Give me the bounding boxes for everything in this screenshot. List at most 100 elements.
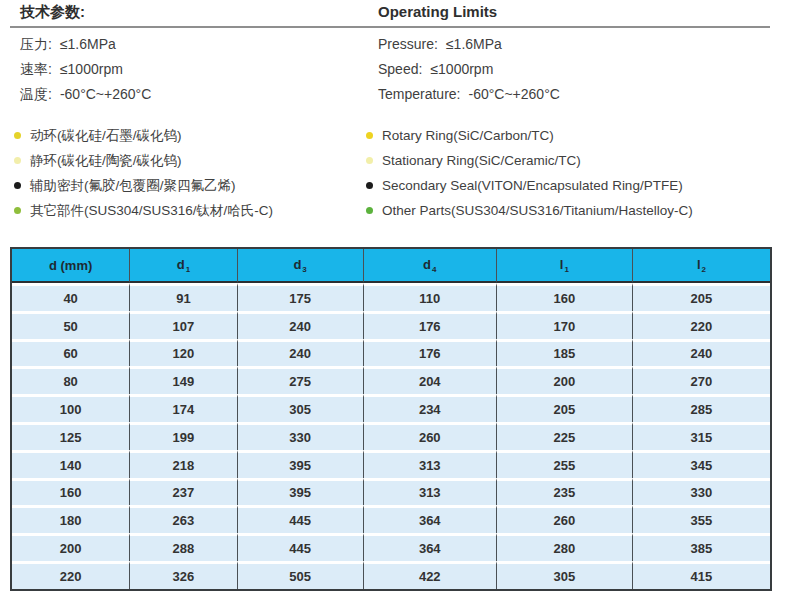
- material-item: 静环(碳化硅/陶瓷/碳化钨): [14, 148, 273, 173]
- materials-list-cn: 动环(碳化硅/石墨/碳化钨) 静环(碳化硅/陶瓷/碳化钨) 辅助密封(氟胶/包覆圈/…: [14, 123, 273, 223]
- table-cell: 140: [12, 450, 129, 478]
- table-cell: 200: [496, 366, 632, 394]
- table-row: 220326505422305415: [12, 561, 770, 589]
- table-row: 140218395313255345: [12, 450, 770, 478]
- table-cell: 385: [632, 533, 770, 561]
- table-cell: 395: [237, 450, 363, 478]
- spec-temperature-en: Temperature: -60°C~+260°C: [378, 82, 560, 107]
- bullet-dot-icon: [14, 157, 21, 164]
- table-cell: 170: [496, 311, 632, 339]
- table-cell: 415: [632, 561, 770, 589]
- spec-label: 压力:: [20, 36, 52, 52]
- spec-label: Pressure:: [378, 36, 438, 52]
- table-cell: 235: [496, 478, 632, 506]
- material-item: 动环(碳化硅/石墨/碳化钨): [14, 123, 273, 148]
- material-item: Other Parts(SUS304/SUS316/Titanium/Haste…: [366, 198, 693, 223]
- table-cell: 234: [363, 394, 496, 422]
- table-cell: 330: [632, 478, 770, 506]
- table-cell: 345: [632, 450, 770, 478]
- table-cell: 255: [496, 450, 632, 478]
- material-item: 辅助密封(氟胶/包覆圈/聚四氟乙烯): [14, 173, 273, 198]
- page-title-en: Operating Limits: [378, 3, 497, 20]
- table-cell: 505: [237, 561, 363, 589]
- column-header: l1: [496, 249, 632, 283]
- table-row: 80149275204200270: [12, 366, 770, 394]
- spec-value: -60°C~+260°C: [60, 86, 151, 102]
- dimension-table: d (mm)d1d3d4l1l2 40911751101602055010724…: [10, 247, 772, 591]
- table-cell: 260: [496, 505, 632, 533]
- table-cell: 445: [237, 505, 363, 533]
- spec-temperature-cn: 温度: -60°C~+260°C: [20, 82, 151, 107]
- material-text: Rotary Ring(SiC/Carbon/TC): [382, 128, 554, 143]
- spec-label: 速率:: [20, 61, 52, 77]
- table-row: 200288445364280385: [12, 533, 770, 561]
- table-row: 160237395313235330: [12, 478, 770, 506]
- material-item: Secondary Seal(VITON/Encapsulated Ring/P…: [366, 173, 693, 198]
- spec-label: Temperature:: [378, 86, 460, 102]
- spec-label: Speed:: [378, 61, 422, 77]
- material-text: Stationary Ring(SiC/Ceramic/TC): [382, 153, 581, 168]
- table-cell: 275: [237, 366, 363, 394]
- table-cell: 364: [363, 533, 496, 561]
- column-header: d (mm): [12, 249, 129, 283]
- table-cell: 225: [496, 422, 632, 450]
- table-cell: 422: [363, 561, 496, 589]
- table-cell: 91: [129, 283, 236, 311]
- table-cell: 260: [363, 422, 496, 450]
- table-cell: 176: [363, 311, 496, 339]
- table-cell: 205: [632, 283, 770, 311]
- table-cell: 270: [632, 366, 770, 394]
- material-item: Rotary Ring(SiC/Carbon/TC): [366, 123, 693, 148]
- table-cell: 220: [12, 561, 129, 589]
- spec-sheet-page: 技术参数: Operating Limits 压力:≤1.6MPa 速率:≤10…: [0, 0, 800, 598]
- spec-value: -60°C~+260°C: [468, 86, 559, 102]
- bullet-dot-icon: [366, 132, 373, 139]
- page-title-cn: 技术参数:: [20, 3, 85, 22]
- spec-label: 温度:: [20, 86, 52, 102]
- bullet-dot-icon: [366, 157, 373, 164]
- table-cell: 175: [237, 283, 363, 311]
- material-item: 其它部件(SUS304/SUS316/钛材/哈氏-C): [14, 198, 273, 223]
- header-divider: [10, 26, 770, 28]
- table-cell: 107: [129, 311, 236, 339]
- table-cell: 445: [237, 533, 363, 561]
- table-cell: 326: [129, 561, 236, 589]
- table-cell: 176: [363, 339, 496, 367]
- bullet-dot-icon: [14, 182, 21, 189]
- material-text: 辅助密封(氟胶/包覆圈/聚四氟乙烯): [30, 178, 236, 193]
- table-cell: 80: [12, 366, 129, 394]
- spec-speed-cn: 速率:≤1000rpm: [20, 57, 151, 82]
- table-cell: 50: [12, 311, 129, 339]
- material-text: Other Parts(SUS304/SUS316/Titanium/Haste…: [382, 203, 693, 218]
- table-cell: 364: [363, 505, 496, 533]
- column-header: d4: [363, 249, 496, 283]
- table-cell: 285: [632, 394, 770, 422]
- spec-pressure-en: Pressure: ≤1.6MPa: [378, 32, 560, 57]
- table-cell: 280: [496, 533, 632, 561]
- spec-pressure-cn: 压力:≤1.6MPa: [20, 32, 151, 57]
- material-text: 静环(碳化硅/陶瓷/碳化钨): [30, 153, 182, 168]
- table-cell: 288: [129, 533, 236, 561]
- table-row: 100174305234205285: [12, 394, 770, 422]
- table-cell: 355: [632, 505, 770, 533]
- table-cell: 205: [496, 394, 632, 422]
- bullet-dot-icon: [366, 182, 373, 189]
- table-cell: 60: [12, 339, 129, 367]
- spec-speed-en: Speed:≤1000rpm: [378, 57, 560, 82]
- table-cell: 40: [12, 283, 129, 311]
- table-cell: 240: [237, 339, 363, 367]
- table-cell: 240: [632, 339, 770, 367]
- specs-en: Pressure: ≤1.6MPa Speed:≤1000rpm Temperat…: [378, 32, 560, 107]
- spec-value: ≤1.6MPa: [446, 36, 502, 52]
- material-text: 动环(碳化硅/石墨/碳化钨): [30, 128, 182, 143]
- material-text: 其它部件(SUS304/SUS316/钛材/哈氏-C): [30, 203, 273, 218]
- table-cell: 199: [129, 422, 236, 450]
- table-cell: 125: [12, 422, 129, 450]
- bullet-dot-icon: [14, 207, 21, 214]
- table-row: 125199330260225315: [12, 422, 770, 450]
- table-cell: 204: [363, 366, 496, 394]
- table-cell: 305: [496, 561, 632, 589]
- table-row: 180263445364260355: [12, 505, 770, 533]
- table-cell: 200: [12, 533, 129, 561]
- table-cell: 237: [129, 478, 236, 506]
